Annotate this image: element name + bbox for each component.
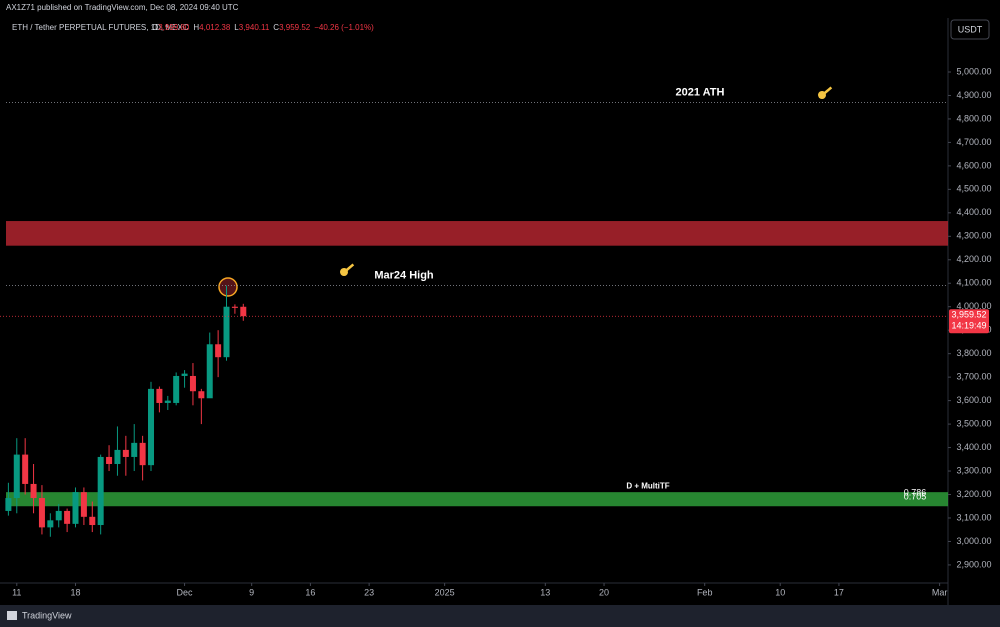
x-tick-label: 23 (364, 587, 374, 597)
candle-body (5, 498, 12, 511)
x-tick-label: Dec (177, 587, 194, 597)
candle-body (122, 449, 129, 457)
y-tick-label: 3,300.00 (956, 465, 991, 475)
candle-body (139, 442, 146, 466)
y-tick-label: 3,400.00 (956, 442, 991, 452)
x-tick-label: 13 (540, 587, 550, 597)
fib-label: 0.786 (904, 487, 927, 497)
key-icon (818, 86, 833, 99)
brand-logo (7, 611, 17, 620)
y-tick-label: 3,800.00 (956, 348, 991, 358)
ohlc-key: H (193, 23, 199, 32)
y-tick-label: 4,500.00 (956, 184, 991, 194)
candle-body (55, 510, 62, 521)
candle-body (80, 492, 87, 517)
candle-body (47, 520, 54, 528)
candle-body (114, 449, 121, 464)
x-tick-label: 17 (834, 587, 844, 597)
key-icon (340, 263, 355, 276)
y-tick-label: 4,100.00 (956, 278, 991, 288)
candle-body (206, 344, 213, 399)
candle-body (231, 306, 238, 308)
y-tick-label: 3,100.00 (956, 512, 991, 522)
zone (6, 492, 948, 507)
ohlc-key: C (273, 23, 279, 32)
candle-body (38, 498, 45, 528)
y-tick-label: 5,000.00 (956, 66, 991, 76)
ohlc-value: 3,940.11 (239, 23, 270, 32)
candle-body (173, 375, 180, 403)
y-tick-label: 4,400.00 (956, 207, 991, 217)
ohlc-key: O (152, 23, 158, 32)
x-tick-label: 9 (249, 587, 254, 597)
candle-body (22, 454, 29, 484)
x-tick-label: Mar (932, 587, 948, 597)
y-tick-label: 4,700.00 (956, 137, 991, 147)
currency-button[interactable] (950, 19, 990, 40)
candle-body (164, 400, 171, 403)
x-tick-label: 16 (305, 587, 315, 597)
ohlc-change: −40.26 (−1.01%) (314, 23, 374, 32)
y-tick-label: 3,700.00 (956, 372, 991, 382)
x-tick-label: 2025 (435, 587, 455, 597)
footer-bar (0, 605, 1000, 627)
publisher: AX1Z71 published on TradingView.com, Dec… (6, 3, 239, 12)
y-tick-label: 4,000.00 (956, 301, 991, 311)
candle-body (64, 510, 71, 524)
ohlc-key: L (234, 23, 239, 32)
ohlc-value: 3,959.52 (279, 23, 311, 32)
x-tick-label: 11 (12, 587, 21, 597)
x-tick-label: 20 (599, 587, 609, 597)
ohlc-value: 4,012.38 (199, 23, 231, 32)
candle-body (13, 454, 20, 499)
y-tick-label: 4,300.00 (956, 231, 991, 241)
candle-body (89, 516, 96, 526)
x-tick-label: 10 (775, 587, 785, 597)
candle-body (223, 306, 230, 358)
y-tick-label: 4,200.00 (956, 254, 991, 264)
fib-label: 0.705 (904, 492, 927, 502)
y-tick-label: 4,800.00 (956, 113, 991, 123)
y-tick-label: 3,600.00 (956, 395, 991, 405)
candle-body (198, 391, 205, 399)
zone (6, 221, 948, 246)
candle-body (189, 375, 196, 392)
candle-body (148, 388, 155, 466)
candle-body (72, 492, 79, 524)
x-tick-label: 18 (70, 587, 80, 597)
last-price-box (949, 309, 989, 334)
candle-body (215, 344, 222, 358)
y-tick-label: 2,900.00 (956, 559, 991, 569)
chart-title: ETH / Tether PERPETUAL FUTURES, 1D, MEXC (12, 23, 189, 32)
last-price-label: 3,959.52 (951, 310, 986, 320)
y-tick-label: 3,200.00 (956, 489, 991, 499)
y-tick-label: 4,900.00 (956, 90, 991, 100)
level-label: Mar24 High (374, 270, 434, 282)
highlight-circle (218, 277, 238, 297)
ohlc-value: 3,999.80 (158, 23, 190, 32)
candle-body (156, 388, 163, 403)
y-tick-label: 3,000.00 (956, 536, 991, 546)
level-label: 2021 ATH (676, 86, 725, 98)
candle-body (240, 306, 247, 317)
ohlc-legend: O3,999.80 H4,012.38 L3,940.11 C3,959.52 −40.… (152, 23, 374, 32)
candle-body (30, 483, 37, 499)
candle-body (181, 373, 188, 376)
currency-label: USDT (958, 24, 983, 34)
y-tick-label: 3,500.00 (956, 418, 991, 428)
brand: TradingView (22, 610, 72, 620)
zone-label: D + MultiTF (626, 481, 669, 490)
candle-body (97, 456, 104, 526)
y-tick-label: 4,600.00 (956, 160, 991, 170)
x-tick-label: Feb (697, 587, 713, 597)
candle-body (106, 456, 113, 464)
countdown-label: 14:19:49 (951, 321, 986, 331)
candle-body (131, 442, 138, 457)
